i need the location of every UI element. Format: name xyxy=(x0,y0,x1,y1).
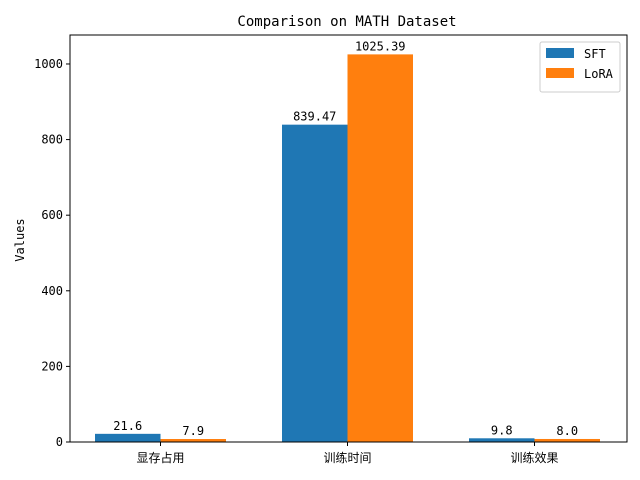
bar-lora-2 xyxy=(347,54,413,442)
bar-sft-2 xyxy=(282,124,348,442)
bar-sft-1 xyxy=(95,433,161,442)
legend-swatch-sft xyxy=(546,48,574,58)
chart-title: Comparison on MATH Dataset xyxy=(237,14,456,30)
plot-area: 21.6 7.9 显存占用 839.47 1025.39 训练时间 9.8 8.0 训练效果 0 2… xyxy=(34,34,628,465)
axes-frame xyxy=(69,34,628,443)
y-tick-label: 800 xyxy=(41,133,63,147)
x-tick-label: 训练时间 xyxy=(323,450,371,465)
y-tick-label: 0 xyxy=(56,435,63,449)
legend-label-sft: SFT xyxy=(584,47,606,61)
bar-lora-3 xyxy=(534,438,600,442)
x-tick-label: 训练效果 xyxy=(510,450,558,465)
data-label: 21.6 xyxy=(113,419,142,433)
legend-swatch-lora xyxy=(546,68,574,78)
y-tick-label: 1000 xyxy=(34,57,63,71)
data-label: 1025.39 xyxy=(355,39,406,53)
y-axis-label: Values xyxy=(13,218,27,261)
x-tick-label: 显存占用 xyxy=(136,450,184,465)
y-tick-label: 600 xyxy=(41,208,63,222)
data-label: 9.8 xyxy=(491,423,513,437)
data-label: 7.9 xyxy=(182,424,204,438)
y-tick-label: 200 xyxy=(41,359,63,373)
legend-label-lora: LoRA xyxy=(584,67,614,81)
y-tick-label: 400 xyxy=(41,284,63,298)
bar-sft-3 xyxy=(469,438,535,442)
data-label: 8.0 xyxy=(556,424,578,438)
bar-lora-1 xyxy=(160,439,226,442)
data-label: 839.47 xyxy=(293,110,336,124)
